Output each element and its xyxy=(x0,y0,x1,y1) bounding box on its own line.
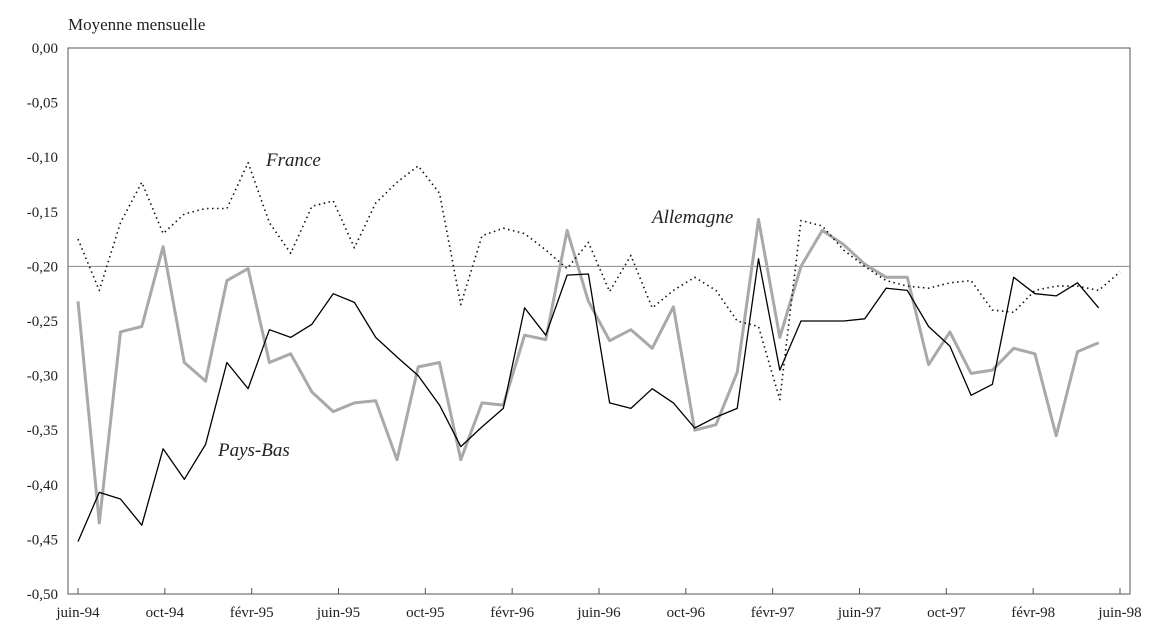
y-tick-label: -0,45 xyxy=(27,532,58,548)
y-tick-label: -0,15 xyxy=(27,205,58,221)
x-tick-label: févr-95 xyxy=(230,605,274,621)
series-line-allemagne xyxy=(76,217,1100,525)
y-tick-label: -0,05 xyxy=(27,96,58,112)
x-tick-marks xyxy=(77,588,1121,594)
series-line-pays-bas xyxy=(77,258,1100,542)
series-label-allemagne: Allemagne xyxy=(650,207,733,228)
x-tick-label: juin-97 xyxy=(837,605,882,621)
y-tick-label: -0,25 xyxy=(27,314,58,330)
y-axis-labels: 0,00 -0,05 -0,10 -0,15 -0,20 -0,25 -0,30 -0,35 -… xyxy=(27,41,58,603)
chart-title: Moyenne mensuelle xyxy=(68,15,205,34)
x-tick-label: févr-97 xyxy=(751,605,795,621)
x-tick-label: juin-96 xyxy=(576,605,621,621)
y-tick-label: -0,10 xyxy=(27,150,58,166)
y-tick-label: -0,20 xyxy=(27,259,58,275)
y-tick-label: -0,50 xyxy=(27,587,58,603)
x-axis-labels: juin-94 oct-94 févr-95 juin-95 oct-95 févr-96… xyxy=(55,605,1141,621)
x-tick-label: juin-98 xyxy=(1097,605,1141,621)
series-line-france xyxy=(77,161,1121,401)
y-tick-label: 0,00 xyxy=(32,41,58,57)
x-tick-label: oct-97 xyxy=(927,605,966,621)
x-tick-label: oct-94 xyxy=(146,605,185,621)
y-tick-label: -0,35 xyxy=(27,423,58,439)
x-tick-label: oct-95 xyxy=(406,605,444,621)
y-tick-label: -0,40 xyxy=(27,478,58,494)
series-lines xyxy=(76,161,1121,542)
x-tick-label: févr-96 xyxy=(490,605,534,621)
x-tick-label: févr-98 xyxy=(1011,605,1055,621)
x-tick-label: juin-94 xyxy=(55,605,100,621)
y-tick-label: -0,30 xyxy=(27,369,58,385)
x-tick-label: oct-96 xyxy=(667,605,706,621)
x-tick-label: juin-95 xyxy=(316,605,360,621)
series-label-pays-bas: Pays-Bas xyxy=(217,440,290,461)
series-label-france: France xyxy=(265,150,321,171)
